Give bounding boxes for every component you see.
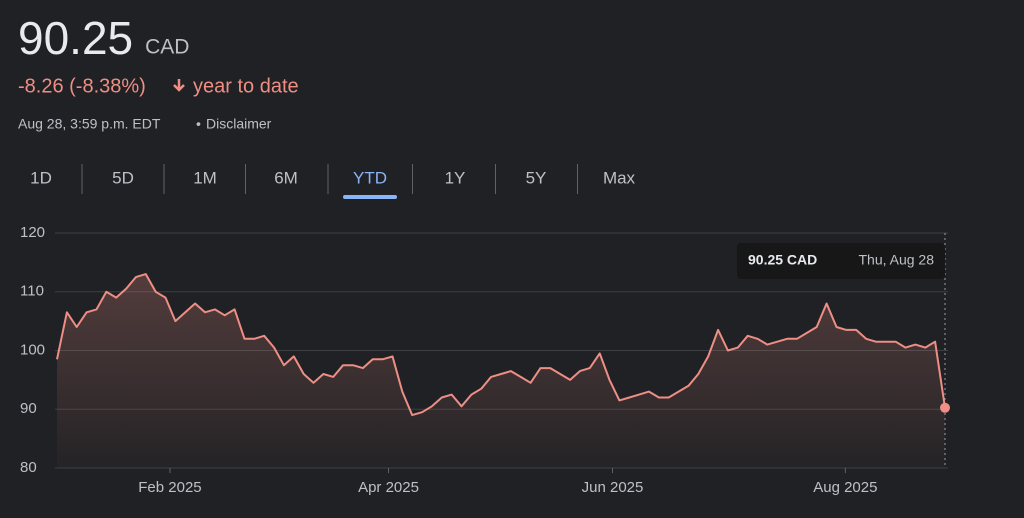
down-arrow [173, 79, 185, 92]
area [57, 274, 945, 468]
hover-point [940, 402, 950, 413]
change: -8.26 (-8.38%) [18, 75, 146, 97]
tab[interactable]: Max [603, 168, 636, 187]
y-tick-label: 120 [20, 224, 45, 241]
tab-indicator [343, 195, 397, 199]
x-tick-label: Apr 2025 [358, 479, 419, 496]
y-tick-label: 80 [20, 459, 37, 476]
y-tick-label: 100 [20, 341, 45, 358]
tab[interactable]: 5D [112, 168, 134, 187]
disclaimer[interactable]: Disclaimer [206, 116, 272, 132]
tab[interactable]: 1D [30, 168, 52, 187]
x-tick-label: Feb 2025 [138, 479, 201, 496]
x-tick-label: Jun 2025 [582, 479, 644, 496]
period: year to date [193, 75, 299, 97]
tab[interactable]: YTD [353, 168, 387, 187]
y-tick-label: 110 [20, 283, 44, 300]
price-line [56, 273, 946, 417]
tab[interactable]: 6M [274, 168, 298, 187]
currency: CAD [145, 36, 189, 59]
timestamp: Aug 28, 3:59 p.m. EDT [18, 116, 161, 132]
tooltip-value: 90.25 CAD [748, 252, 817, 268]
tab[interactable]: 5Y [526, 168, 547, 187]
x-tick-label: Aug 2025 [813, 479, 877, 496]
tooltip-box [737, 243, 945, 279]
tab[interactable]: 1M [193, 168, 217, 187]
price: 90.25 [18, 12, 133, 64]
tab[interactable]: 1Y [445, 168, 466, 187]
tooltip-date: Thu, Aug 28 [858, 252, 934, 268]
y-tick-label: 90 [20, 400, 37, 417]
separator: • [196, 116, 201, 132]
